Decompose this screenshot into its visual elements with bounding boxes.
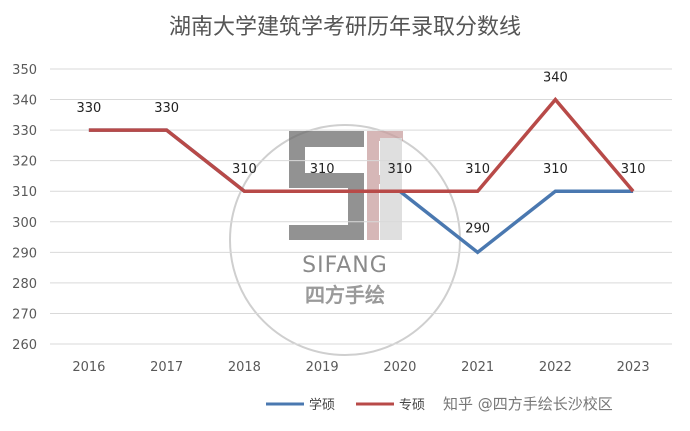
- x-tick-label: 2017: [150, 360, 183, 375]
- y-tick-label: 300: [12, 216, 37, 231]
- sifang-watermark: SIFANG 四方手绘: [229, 124, 461, 356]
- x-tick-label: 2023: [617, 360, 650, 375]
- credit-text: 知乎 @四方手绘长沙校区: [443, 395, 613, 413]
- watermark-logo: [289, 131, 403, 240]
- x-tick-label: 2020: [383, 360, 416, 375]
- data-label: 310: [310, 162, 335, 177]
- y-tick-label: 330: [12, 124, 37, 139]
- data-label: 330: [154, 101, 179, 116]
- y-tick-label: 320: [12, 155, 37, 170]
- grid-lines: [50, 68, 672, 345]
- x-tick-label: 2019: [306, 360, 339, 375]
- x-axis-tick-labels: 2016 2017 2018 2019 2020 2021 2022 2023: [72, 360, 649, 375]
- series-line-zhuanshuo: [88, 96, 635, 193]
- data-label: 310: [621, 162, 646, 177]
- chart-title: 湖南大学建筑学考研历年录取分数线: [169, 15, 521, 40]
- data-label: 310: [387, 162, 412, 177]
- data-label: 330: [76, 101, 101, 116]
- data-label: 340: [543, 71, 568, 86]
- data-labels: 330 330 310 310 310 310 290 340 310 310: [76, 71, 645, 237]
- legend-label-xueshuo: 学硕: [309, 397, 335, 413]
- data-label: 310: [465, 162, 490, 177]
- x-tick-label: 2018: [228, 360, 261, 375]
- y-tick-label: 290: [12, 246, 37, 261]
- data-label: 310: [543, 162, 568, 177]
- series-lines: [88, 96, 635, 255]
- y-tick-label: 350: [12, 63, 37, 78]
- y-tick-label: 280: [12, 277, 37, 292]
- y-tick-label: 270: [12, 307, 37, 322]
- watermark-text: SIFANG: [302, 253, 388, 278]
- watermark-subtext: 四方手绘: [305, 283, 385, 307]
- y-tick-label: 310: [12, 185, 37, 200]
- y-tick-label: 260: [12, 338, 37, 353]
- x-tick-label: 2021: [461, 360, 494, 375]
- y-axis-tick-labels: 260 270 280 290 300 310 320 330 340 350: [12, 63, 37, 353]
- legend: 学硕 专硕: [266, 397, 425, 413]
- legend-label-zhuanshuo: 专硕: [399, 398, 425, 413]
- x-tick-label: 2016: [72, 360, 105, 375]
- y-tick-label: 340: [12, 94, 37, 109]
- x-tick-label: 2022: [539, 360, 572, 375]
- data-label: 310: [232, 162, 257, 177]
- data-label: 290: [465, 221, 490, 236]
